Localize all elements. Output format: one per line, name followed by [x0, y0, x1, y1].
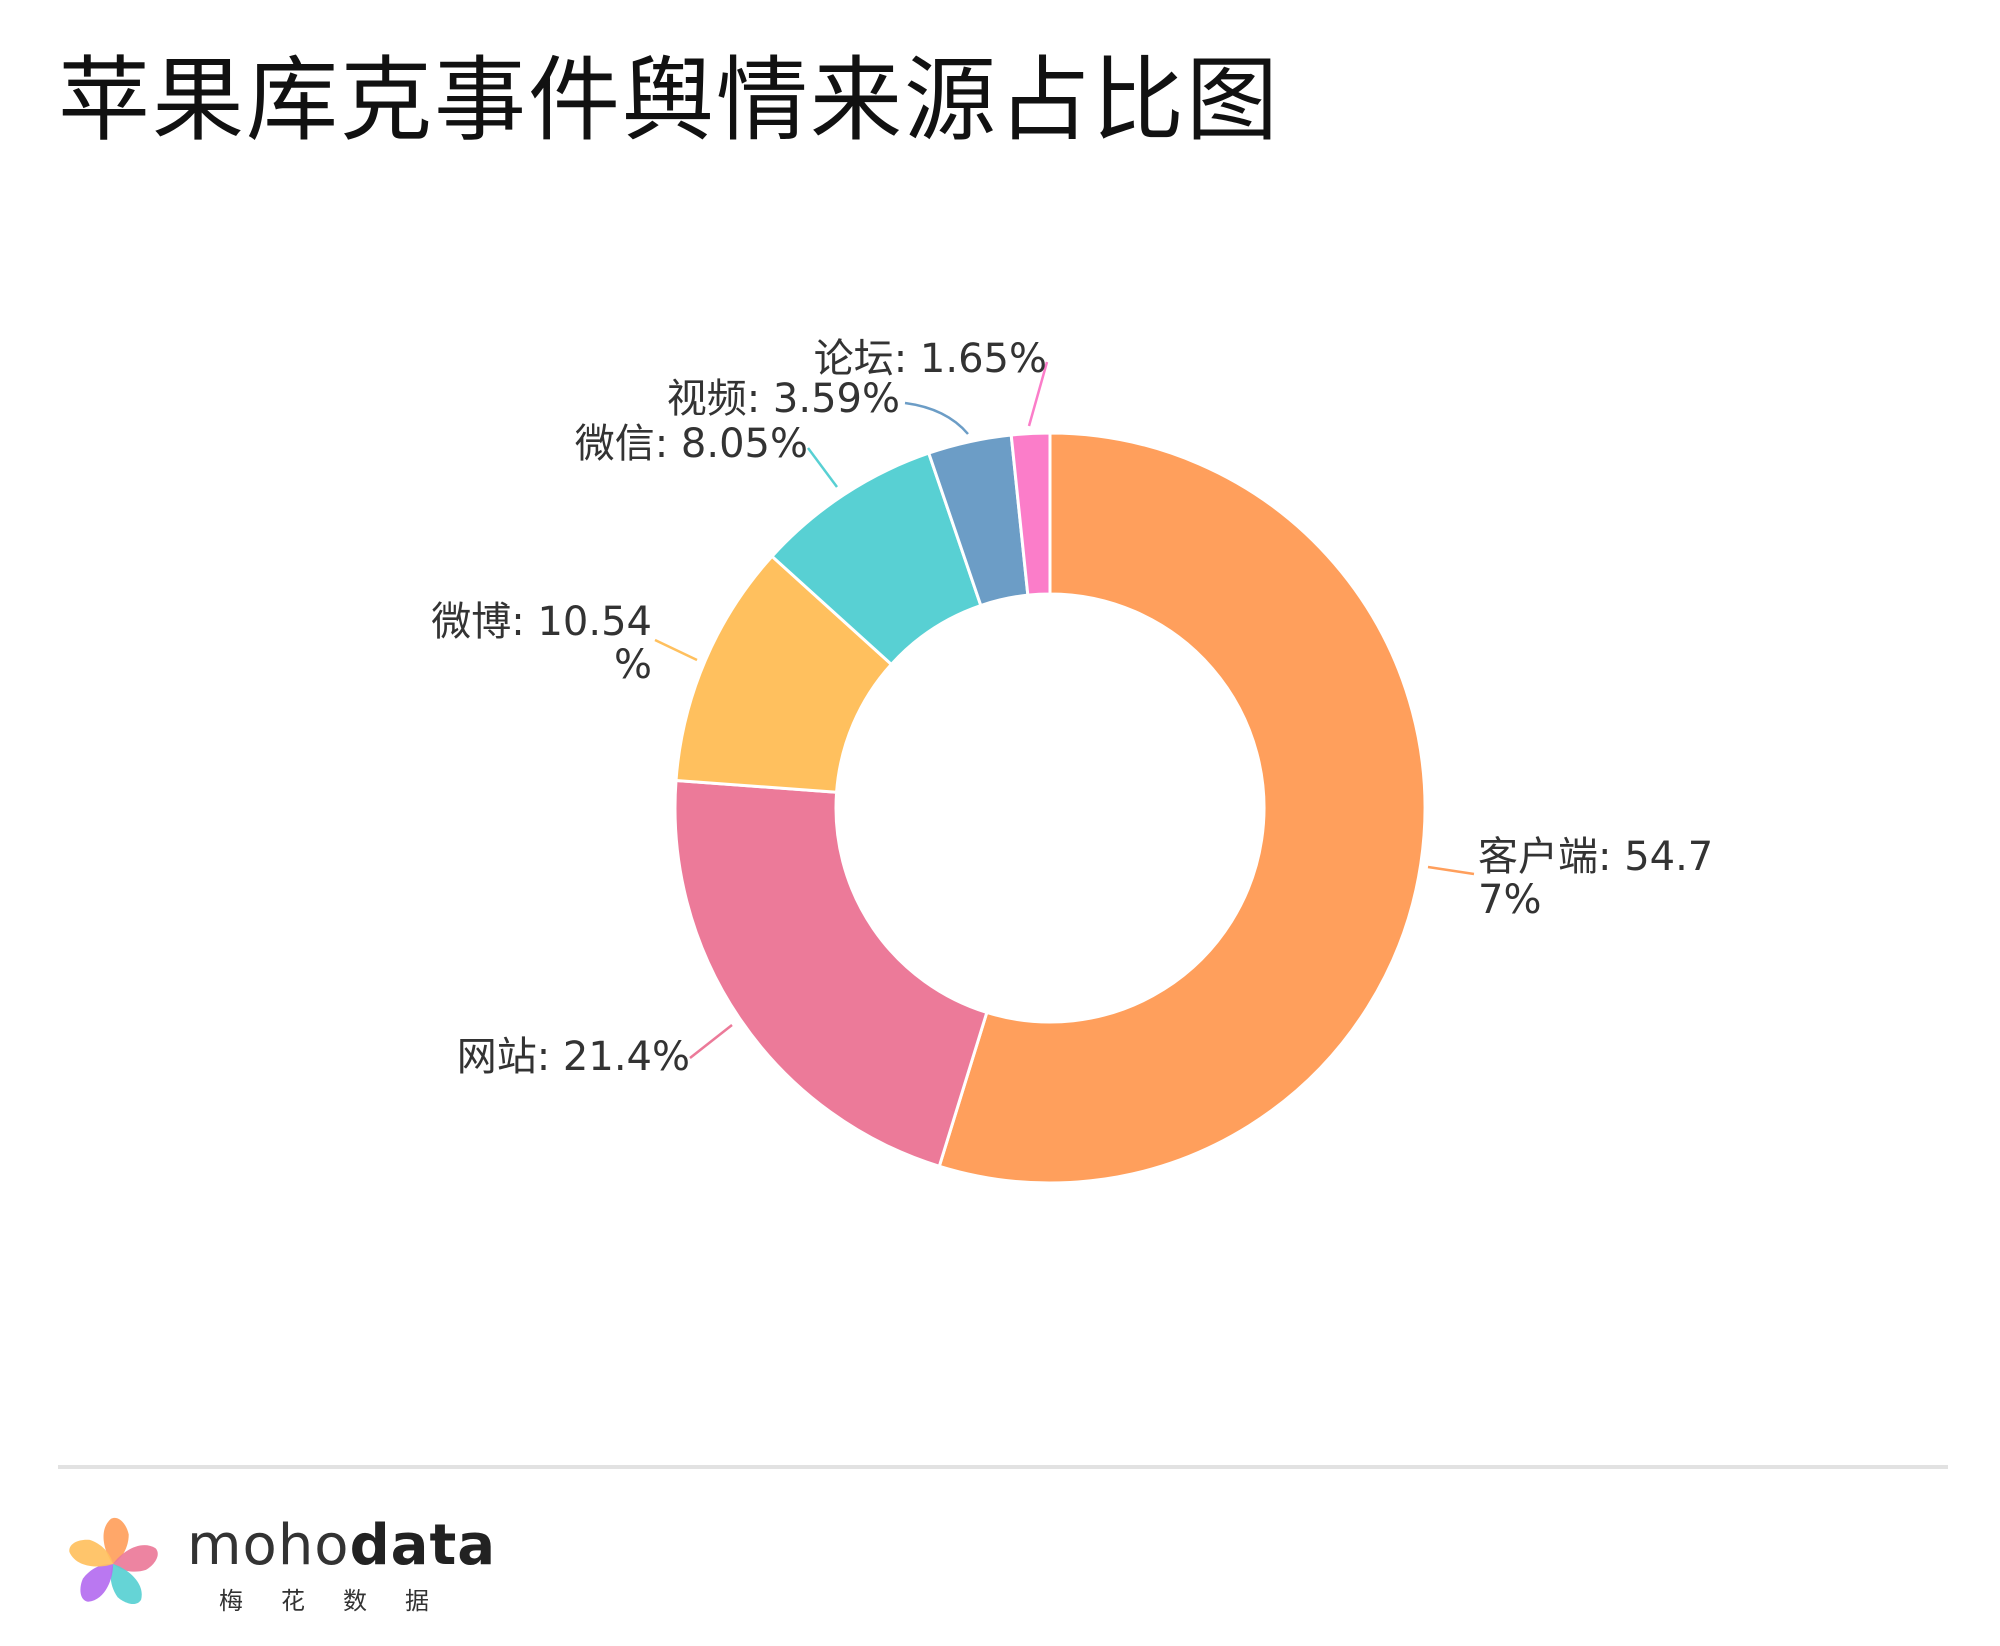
- logo-petal-3: [110, 1564, 142, 1604]
- brand-wordmark: mohodata: [187, 1513, 496, 1578]
- leader-line-4: [806, 447, 839, 488]
- leader-line-1: [1427, 865, 1475, 876]
- chart-title: 苹果库克事件舆情来源占比图: [58, 47, 1281, 154]
- slice-label-2: 网站: 21.4%: [457, 1034, 690, 1080]
- brand-name-light: moho: [187, 1513, 350, 1578]
- footer-divider: [58, 1465, 1948, 1469]
- donut-slice-1: [937, 431, 1427, 1185]
- brand-logo-block: mohodata 梅花数据: [54, 1505, 514, 1625]
- pinwheel-logo-icon: [69, 1517, 158, 1604]
- donut-slice-2: [673, 778, 989, 1169]
- leader-line-5: [904, 401, 969, 435]
- brand-subtitle: 梅花数据: [219, 1587, 467, 1615]
- leader-line-2: [689, 1024, 733, 1059]
- slice-labels: 客户端: 54.7 7% 网站: 21.4% 微博: 10.54 % 微信: 8.05%视…: [431, 336, 1713, 1080]
- leader-line-3: [654, 638, 698, 662]
- label-leader-lines: [654, 361, 1475, 1059]
- logo-petal-5: [69, 1539, 113, 1567]
- donut-slice-6: [1009, 431, 1052, 597]
- leader-line-6: [1027, 361, 1049, 427]
- slice-label-1: 客户端: 54.7 7%: [1478, 834, 1713, 923]
- slice-label-6: 论坛: 1.65%: [814, 336, 1047, 382]
- slice-label-4: 微信: 8.05%: [575, 421, 808, 467]
- logo-petal-1: [103, 1517, 129, 1564]
- logo-petal-4: [80, 1563, 114, 1602]
- logo-petal-2: [113, 1545, 158, 1572]
- donut-slices: [673, 431, 1427, 1185]
- slice-label-3: 微博: 10.54%: [431, 599, 652, 688]
- slice-label-5: 视频: 3.59%: [667, 376, 900, 422]
- brand-name-bold: data: [349, 1513, 497, 1578]
